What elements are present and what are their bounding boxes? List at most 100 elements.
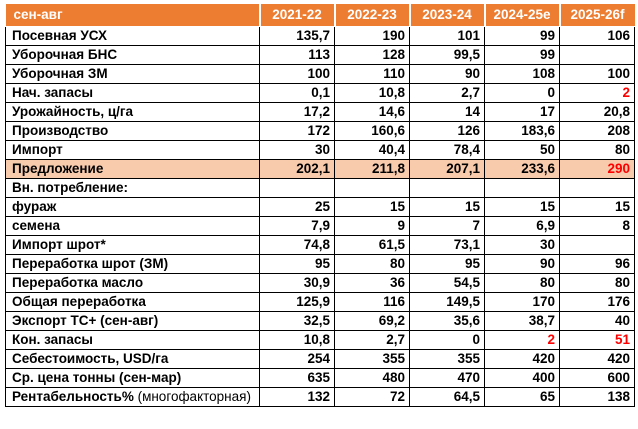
value-cell[interactable]: 30,9 xyxy=(259,272,335,293)
value-cell[interactable]: 126 xyxy=(409,120,485,141)
value-cell[interactable]: 15 xyxy=(559,196,635,217)
value-cell[interactable]: 254 xyxy=(259,348,335,369)
row-label[interactable]: Уборочная ЗМ xyxy=(5,63,260,84)
value-cell[interactable]: 15 xyxy=(484,196,560,217)
value-cell[interactable]: 170 xyxy=(484,291,560,312)
value-cell[interactable]: 17,2 xyxy=(259,101,335,122)
value-cell[interactable]: 101 xyxy=(409,25,485,46)
year-header-cell-2025-26f[interactable]: 2025-26f xyxy=(558,4,635,27)
value-cell[interactable]: 108 xyxy=(484,63,560,84)
value-cell[interactable]: 355 xyxy=(334,348,410,369)
row-label[interactable]: Импорт xyxy=(5,139,260,160)
value-cell[interactable]: 30 xyxy=(484,234,560,255)
value-cell[interactable]: 9 xyxy=(334,215,410,236)
value-cell[interactable]: 208 xyxy=(559,120,635,141)
value-cell[interactable]: 30 xyxy=(259,139,335,160)
value-cell[interactable]: 7 xyxy=(409,215,485,236)
row-label[interactable]: семена xyxy=(5,215,260,236)
value-cell[interactable]: 183,6 xyxy=(484,120,560,141)
value-cell[interactable]: 290 xyxy=(559,158,635,179)
value-cell[interactable]: 0 xyxy=(484,82,560,103)
value-cell[interactable]: 80 xyxy=(334,253,410,274)
value-cell[interactable]: 90 xyxy=(484,253,560,274)
value-cell[interactable]: 72 xyxy=(334,386,410,407)
value-cell[interactable]: 149,5 xyxy=(409,291,485,312)
value-cell[interactable]: 480 xyxy=(334,367,410,388)
year-header-cell-2024-25e[interactable]: 2024-25e xyxy=(483,4,560,27)
value-cell[interactable]: 113 xyxy=(259,44,335,65)
value-cell[interactable]: 207,1 xyxy=(409,158,485,179)
value-cell[interactable]: 2,7 xyxy=(409,82,485,103)
year-header-cell-2022-23[interactable]: 2022-23 xyxy=(333,4,410,27)
value-cell[interactable]: 15 xyxy=(334,196,410,217)
value-cell[interactable]: 160,6 xyxy=(334,120,410,141)
value-cell[interactable] xyxy=(559,44,635,65)
row-label[interactable]: фураж xyxy=(5,196,260,217)
value-cell[interactable]: 35,6 xyxy=(409,310,485,331)
row-label[interactable]: Нач. запасы xyxy=(5,82,260,103)
row-label[interactable]: Урожайность, ц/га xyxy=(5,101,260,122)
value-cell[interactable]: 32,5 xyxy=(259,310,335,331)
value-cell[interactable]: 99 xyxy=(484,25,560,46)
value-cell[interactable]: 99 xyxy=(484,44,560,65)
value-cell[interactable]: 135,7 xyxy=(259,25,335,46)
value-cell[interactable]: 95 xyxy=(409,253,485,274)
row-label[interactable]: Ср. цена тонны (сен-мар) xyxy=(5,367,260,388)
value-cell[interactable]: 61,5 xyxy=(334,234,410,255)
value-cell[interactable]: 38,7 xyxy=(484,310,560,331)
value-cell[interactable]: 635 xyxy=(259,367,335,388)
value-cell[interactable]: 0,1 xyxy=(259,82,335,103)
value-cell[interactable] xyxy=(259,177,335,198)
value-cell[interactable]: 100 xyxy=(259,63,335,84)
value-cell[interactable]: 65 xyxy=(484,386,560,407)
value-cell[interactable]: 400 xyxy=(484,367,560,388)
value-cell[interactable]: 106 xyxy=(559,25,635,46)
value-cell[interactable]: 80 xyxy=(559,139,635,160)
value-cell[interactable]: 2 xyxy=(559,82,635,103)
value-cell[interactable]: 100 xyxy=(559,63,635,84)
value-cell[interactable]: 99,5 xyxy=(409,44,485,65)
value-cell[interactable]: 190 xyxy=(334,25,410,46)
value-cell[interactable]: 15 xyxy=(409,196,485,217)
value-cell[interactable]: 51 xyxy=(559,329,635,350)
value-cell[interactable] xyxy=(559,234,635,255)
value-cell[interactable]: 420 xyxy=(559,348,635,369)
row-label[interactable]: Производство xyxy=(5,120,260,141)
value-cell[interactable]: 138 xyxy=(559,386,635,407)
value-cell[interactable]: 116 xyxy=(334,291,410,312)
value-cell[interactable]: 20,8 xyxy=(559,101,635,122)
value-cell[interactable]: 10,8 xyxy=(334,82,410,103)
row-label[interactable]: Вн. потребление: xyxy=(5,177,260,198)
value-cell[interactable]: 420 xyxy=(484,348,560,369)
value-cell[interactable]: 54,5 xyxy=(409,272,485,293)
value-cell[interactable]: 69,2 xyxy=(334,310,410,331)
row-label[interactable]: Общая переработка xyxy=(5,291,260,312)
row-label[interactable]: Импорт шрот* xyxy=(5,234,260,255)
value-cell[interactable]: 172 xyxy=(259,120,335,141)
value-cell[interactable]: 132 xyxy=(259,386,335,407)
value-cell[interactable]: 17 xyxy=(484,101,560,122)
value-cell[interactable]: 128 xyxy=(334,44,410,65)
value-cell[interactable] xyxy=(484,177,560,198)
value-cell[interactable]: 14 xyxy=(409,101,485,122)
value-cell[interactable]: 95 xyxy=(259,253,335,274)
row-label[interactable]: Посевная УСХ xyxy=(5,25,260,46)
value-cell[interactable]: 8 xyxy=(559,215,635,236)
row-label[interactable]: Предложение xyxy=(5,158,260,179)
period-header-cell[interactable]: сен-авг xyxy=(5,4,260,27)
value-cell[interactable]: 50 xyxy=(484,139,560,160)
value-cell[interactable]: 6,9 xyxy=(484,215,560,236)
value-cell[interactable]: 176 xyxy=(559,291,635,312)
value-cell[interactable]: 74,8 xyxy=(259,234,335,255)
value-cell[interactable]: 110 xyxy=(334,63,410,84)
value-cell[interactable] xyxy=(409,177,485,198)
value-cell[interactable]: 80 xyxy=(559,272,635,293)
row-label[interactable]: Рентабельность% (многофакторная) xyxy=(5,386,260,407)
value-cell[interactable]: 600 xyxy=(559,367,635,388)
row-label[interactable]: Кон. запасы xyxy=(5,329,260,350)
year-header-cell-2021-22[interactable]: 2021-22 xyxy=(258,4,335,27)
value-cell[interactable]: 2 xyxy=(484,329,560,350)
value-cell[interactable]: 202,1 xyxy=(259,158,335,179)
value-cell[interactable]: 2,7 xyxy=(334,329,410,350)
value-cell[interactable]: 125,9 xyxy=(259,291,335,312)
